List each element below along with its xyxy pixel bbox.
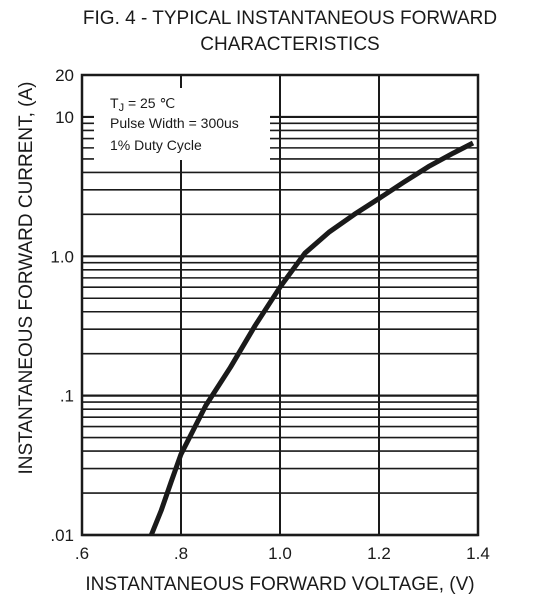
x-tick-label: 1.0 xyxy=(268,544,292,563)
y-tick-labels: .01 .1 1.0 10 20 xyxy=(50,66,74,545)
temp-annotation: TJ = 25 ℃ xyxy=(110,95,175,114)
duty-cycle-annotation: 1% Duty Cycle xyxy=(110,137,202,153)
y-tick-label: 20 xyxy=(55,66,74,85)
x-tick-labels: .6 .8 1.0 1.2 1.4 xyxy=(75,544,490,563)
y-tick-label: 1.0 xyxy=(50,247,74,266)
plot-border xyxy=(80,73,480,537)
legend-box: TJ = 25 ℃ Pulse Width = 300us 1% Duty Cy… xyxy=(94,88,270,160)
chart-title-line-2: CHARACTERISTICS xyxy=(200,34,380,55)
chart-title-line-1: FIG. 4 - TYPICAL INSTANTANEOUS FORWARD xyxy=(82,8,498,29)
plot-frame xyxy=(80,73,480,537)
y-tick-label: 10 xyxy=(55,108,74,127)
y-tick-label: .01 xyxy=(50,526,74,545)
x-tick-label: .8 xyxy=(174,544,188,563)
x-axis-label: INSTANTANEOUS FORWARD VOLTAGE, (V) xyxy=(85,574,475,595)
series-curve xyxy=(148,140,475,536)
x-tick-label: .6 xyxy=(75,544,89,563)
x-tick-label: 1.4 xyxy=(466,544,490,563)
x-tick-label: 1.2 xyxy=(367,544,391,563)
pulse-width-annotation: Pulse Width = 300us xyxy=(110,115,239,131)
series-line xyxy=(148,140,475,536)
y-tick-label: .1 xyxy=(60,387,74,406)
